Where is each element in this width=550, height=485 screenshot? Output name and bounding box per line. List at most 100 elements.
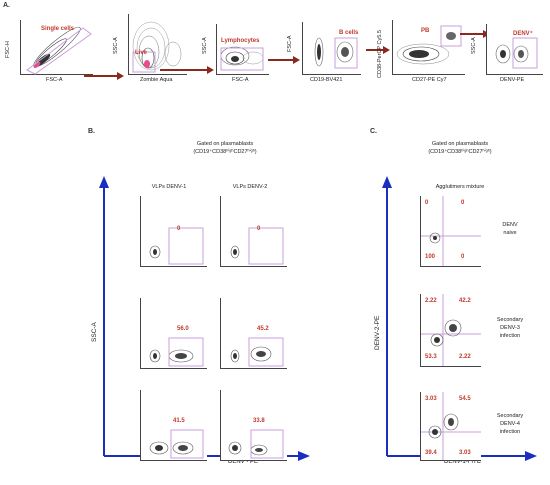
gate-b-r3-c2 bbox=[250, 429, 284, 459]
panel-c-row3-label: Secondary DENV-4 infection bbox=[484, 412, 536, 436]
plot-a4: B cells bbox=[302, 22, 361, 75]
plot-b-r2-c1-density bbox=[149, 337, 204, 367]
gate-label-single-cells: Single cells bbox=[41, 26, 75, 32]
panel-c-row3-label-line2: DENV-4 bbox=[500, 421, 520, 427]
arrow-a1-a2 bbox=[84, 72, 124, 80]
plot-a2: Live bbox=[128, 14, 187, 75]
value-b-r2-c1: 56.0 bbox=[177, 326, 189, 332]
plot-a3-ylabel: SSC-A bbox=[202, 37, 208, 54]
panel-c-header-line1: Gated on plasmablasts bbox=[431, 141, 489, 147]
plot-a6: DENV⁺ bbox=[486, 24, 543, 75]
plot-a5-xlabel: CD27-PE Cy7 bbox=[412, 77, 447, 83]
value-c-r2-lr: 2.22 bbox=[459, 354, 471, 360]
value-c-r3-ll: 39.4 bbox=[425, 450, 437, 456]
plot-a3-xlabel: FSC-A bbox=[232, 77, 249, 83]
plot-a2-xlabel: Zombie Aqua bbox=[140, 77, 173, 83]
plot-a4-density bbox=[314, 37, 358, 69]
plot-a6-xlabel: DENV-PE bbox=[500, 77, 525, 83]
panel-c-row2-label-line1: Secondary bbox=[496, 317, 524, 323]
panel-b-y-axis-label: SSC-A bbox=[91, 322, 98, 342]
value-c-r2-ur: 42.2 bbox=[459, 298, 471, 304]
plot-a5-density bbox=[396, 25, 462, 65]
panel-b-x-axis-label: DENV - PE bbox=[228, 459, 259, 465]
gate-label-live: Live bbox=[135, 50, 148, 56]
value-b-r1-c2: 0 bbox=[257, 226, 261, 232]
panel-c-row3-label-line1: Secondary bbox=[496, 413, 524, 419]
plot-c-r3-density bbox=[421, 392, 481, 460]
value-b-r2-c2: 45.2 bbox=[257, 326, 269, 332]
panel-a-letter: A. bbox=[3, 2, 10, 9]
plot-a1-ylabel: FSC-H bbox=[5, 41, 11, 58]
arrow-a4-a5 bbox=[366, 46, 390, 54]
gate-pb bbox=[440, 25, 462, 47]
plot-a5: PB bbox=[392, 20, 465, 75]
plot-b-r3-c2: 33.8 bbox=[220, 390, 287, 461]
panel-b-col1-title: VLPs DENV-1 bbox=[151, 184, 187, 190]
value-c-r3-lr: 3.03 bbox=[459, 450, 471, 456]
value-c-r2-ll: 53.3 bbox=[425, 354, 437, 360]
panel-c-row3-label-line3: infection bbox=[499, 429, 521, 435]
panel-c-header: Gated on plasmablasts (CD19⁺CD38ʰⁱᵍʰCD27… bbox=[385, 140, 535, 156]
panel-c-subheader: Agglutimers mixture bbox=[435, 184, 485, 190]
panel-c-row1-label: DENV naive bbox=[484, 221, 536, 237]
gate-b-r1-c1 bbox=[168, 227, 204, 265]
plot-b-r3-c1: 41.5 bbox=[140, 390, 207, 461]
plot-a4-xlabel: CD19-BV421 bbox=[310, 77, 343, 83]
plot-b-r1-c1: 0 bbox=[140, 196, 207, 267]
plot-a6-density bbox=[495, 37, 538, 69]
value-c-r1-ul: 0 bbox=[425, 200, 429, 206]
value-c-r2-ul: 2.22 bbox=[425, 298, 437, 304]
plot-b-r2-c2: 45.2 bbox=[220, 298, 287, 369]
arrow-a3-a4 bbox=[268, 56, 300, 64]
plot-c-r2-density bbox=[421, 294, 481, 366]
plot-a2-density bbox=[132, 21, 182, 73]
gate-denv-pos bbox=[512, 37, 538, 69]
panel-c-row2-label: Secondary DENV-3 infection bbox=[484, 316, 536, 340]
plot-a4-ylabel: FSC-A bbox=[287, 35, 293, 53]
plot-b-r2-c2-density bbox=[230, 337, 284, 367]
gate-label-pb: PB bbox=[421, 28, 430, 34]
panel-c-row1-label-line1: DENV bbox=[502, 222, 518, 228]
plot-a1: Single cells bbox=[20, 20, 93, 75]
plot-a1-density bbox=[26, 26, 92, 75]
gate-live bbox=[132, 51, 156, 73]
gate-label-b-cells: B cells bbox=[339, 30, 359, 36]
panel-c-row2-label-line3: infection bbox=[499, 333, 521, 339]
plot-a1-xlabel: FSC-A bbox=[46, 77, 63, 83]
plot-a3: Lymphocytes bbox=[216, 24, 269, 75]
plot-a2-ylabel: SSC-A bbox=[113, 37, 119, 54]
panel-b-header-line1: Gated on plasmablasts bbox=[196, 141, 254, 147]
plot-b-r1-c2-density bbox=[230, 227, 284, 265]
plot-c-r2: 2.22 42.2 53.3 2.22 bbox=[420, 294, 481, 367]
gate-label-denv-pos: DENV⁺ bbox=[513, 31, 533, 37]
gate-label-lymphocytes: Lymphocytes bbox=[221, 38, 260, 44]
gate-b-r1-c2 bbox=[248, 227, 284, 265]
plot-b-r1-c2: 0 bbox=[220, 196, 287, 267]
value-c-r3-ur: 54.5 bbox=[459, 396, 471, 402]
plot-b-r3-c1-density bbox=[149, 429, 204, 459]
plot-a3-density bbox=[220, 46, 264, 71]
value-c-r3-ul: 3.03 bbox=[425, 396, 437, 402]
panel-c-x-axis-label: DENV-1-FITC bbox=[444, 459, 482, 465]
gate-lymphocytes bbox=[220, 47, 264, 71]
plot-c-r1-density bbox=[421, 196, 481, 266]
panel-b-letter: B. bbox=[88, 128, 95, 135]
plot-b-r2-c1: 56.0 bbox=[140, 298, 207, 369]
gate-b-cells bbox=[334, 37, 358, 69]
value-c-r1-lr: 0 bbox=[461, 254, 465, 260]
gate-b-r2-c2 bbox=[248, 337, 284, 367]
panel-b-header: Gated on plasmablasts (CD19⁺CD38ʰⁱᵍʰCD27… bbox=[140, 140, 310, 156]
plot-c-r1: 0 0 100 0 bbox=[420, 196, 481, 267]
panel-c-row2-label-line2: DENV-3 bbox=[500, 325, 520, 331]
value-c-r1-ur: 0 bbox=[461, 200, 465, 206]
gate-single-cells bbox=[26, 27, 92, 75]
plot-b-r1-c1-density bbox=[149, 227, 204, 265]
value-c-r1-ll: 100 bbox=[425, 254, 436, 260]
panel-c-y-axis-label: DENV-2-PE bbox=[374, 315, 381, 350]
panel-b-header-line2: (CD19⁺CD38ʰⁱᵍʰCD27ʰⁱᵍʰ) bbox=[193, 149, 257, 155]
panel-b-col2-title: VLPs DENV-2 bbox=[232, 184, 268, 190]
plot-a6-ylabel: SSC-A bbox=[471, 37, 477, 54]
plot-b-r3-c2-density bbox=[228, 429, 284, 459]
plot-c-r3: 3.03 54.5 39.4 3.03 bbox=[420, 392, 481, 461]
value-b-r1-c1: 0 bbox=[177, 226, 181, 232]
